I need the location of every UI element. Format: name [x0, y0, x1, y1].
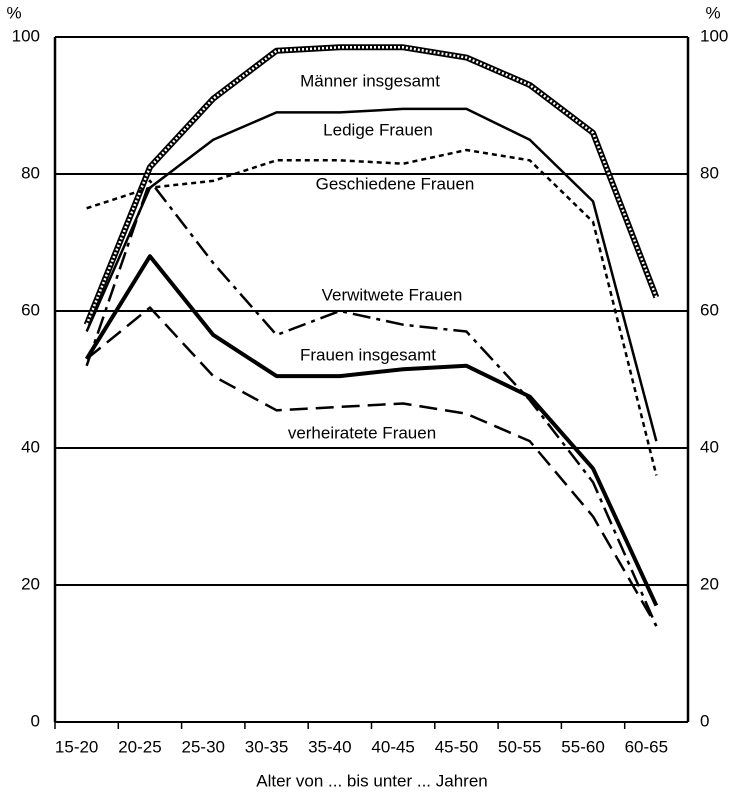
- y-axis-label: %: [6, 3, 21, 22]
- series-label: Männer insgesamt: [300, 71, 440, 90]
- y2-tick-label: 80: [700, 163, 719, 182]
- y2-tick-label: 100: [700, 26, 728, 45]
- series-line: [85, 179, 658, 627]
- series-line: [86, 148, 658, 476]
- series-label: Frauen insgesamt: [300, 345, 436, 364]
- y-tick-label: 20: [21, 574, 40, 593]
- x-tick-label: 45-50: [435, 737, 478, 756]
- y2-tick-label: 20: [700, 574, 719, 593]
- y-tick-label: 0: [31, 711, 40, 730]
- y-tick-label: 100: [12, 26, 40, 45]
- x-tick-label: 50-55: [498, 737, 541, 756]
- y2-tick-label: 0: [700, 711, 709, 730]
- series-line: [85, 107, 658, 442]
- y-tick-label: 80: [21, 163, 40, 182]
- x-tick-label: 35-40: [308, 737, 351, 756]
- x-tick-label: 55-60: [561, 737, 604, 756]
- series-line: [85, 306, 658, 627]
- x-tick-label: 40-45: [371, 737, 414, 756]
- y2-tick-label: 40: [700, 437, 719, 456]
- x-tick-label: 20-25: [118, 737, 161, 756]
- series-label: Geschiedene Frauen: [316, 174, 475, 193]
- y-tick-label: 60: [21, 300, 40, 319]
- series-line: [85, 46, 658, 326]
- series-label: Ledige Frauen: [323, 120, 433, 139]
- x-tick-label: 15-20: [55, 737, 98, 756]
- y2-tick-label: 60: [700, 300, 719, 319]
- x-tick-label: 60-65: [625, 737, 668, 756]
- x-axis-label: Alter von ... bis unter ... Jahren: [256, 771, 488, 790]
- series-label: Verwitwete Frauen: [322, 285, 463, 304]
- x-tick-label: 30-35: [245, 737, 288, 756]
- y-tick-label: 40: [21, 437, 40, 456]
- series-line: [84, 254, 659, 607]
- series-label: verheiratete Frauen: [288, 423, 436, 442]
- y2-axis-label: %: [705, 3, 720, 22]
- x-tick-label: 25-30: [182, 737, 225, 756]
